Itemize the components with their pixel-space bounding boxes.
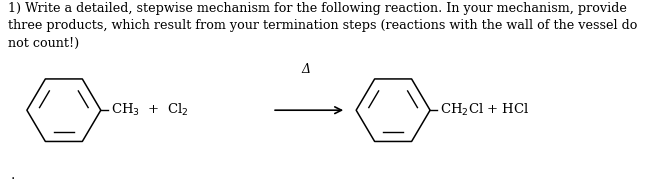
Text: Δ: Δ [301, 63, 310, 76]
Text: CH$_3$  +  Cl$_2$: CH$_3$ + Cl$_2$ [111, 102, 188, 118]
Text: 1) Write a detailed, stepwise mechanism for the following reaction. In your mech: 1) Write a detailed, stepwise mechanism … [8, 2, 638, 50]
Text: CH$_2$Cl + HCl: CH$_2$Cl + HCl [440, 102, 530, 118]
Text: .: . [10, 168, 15, 182]
